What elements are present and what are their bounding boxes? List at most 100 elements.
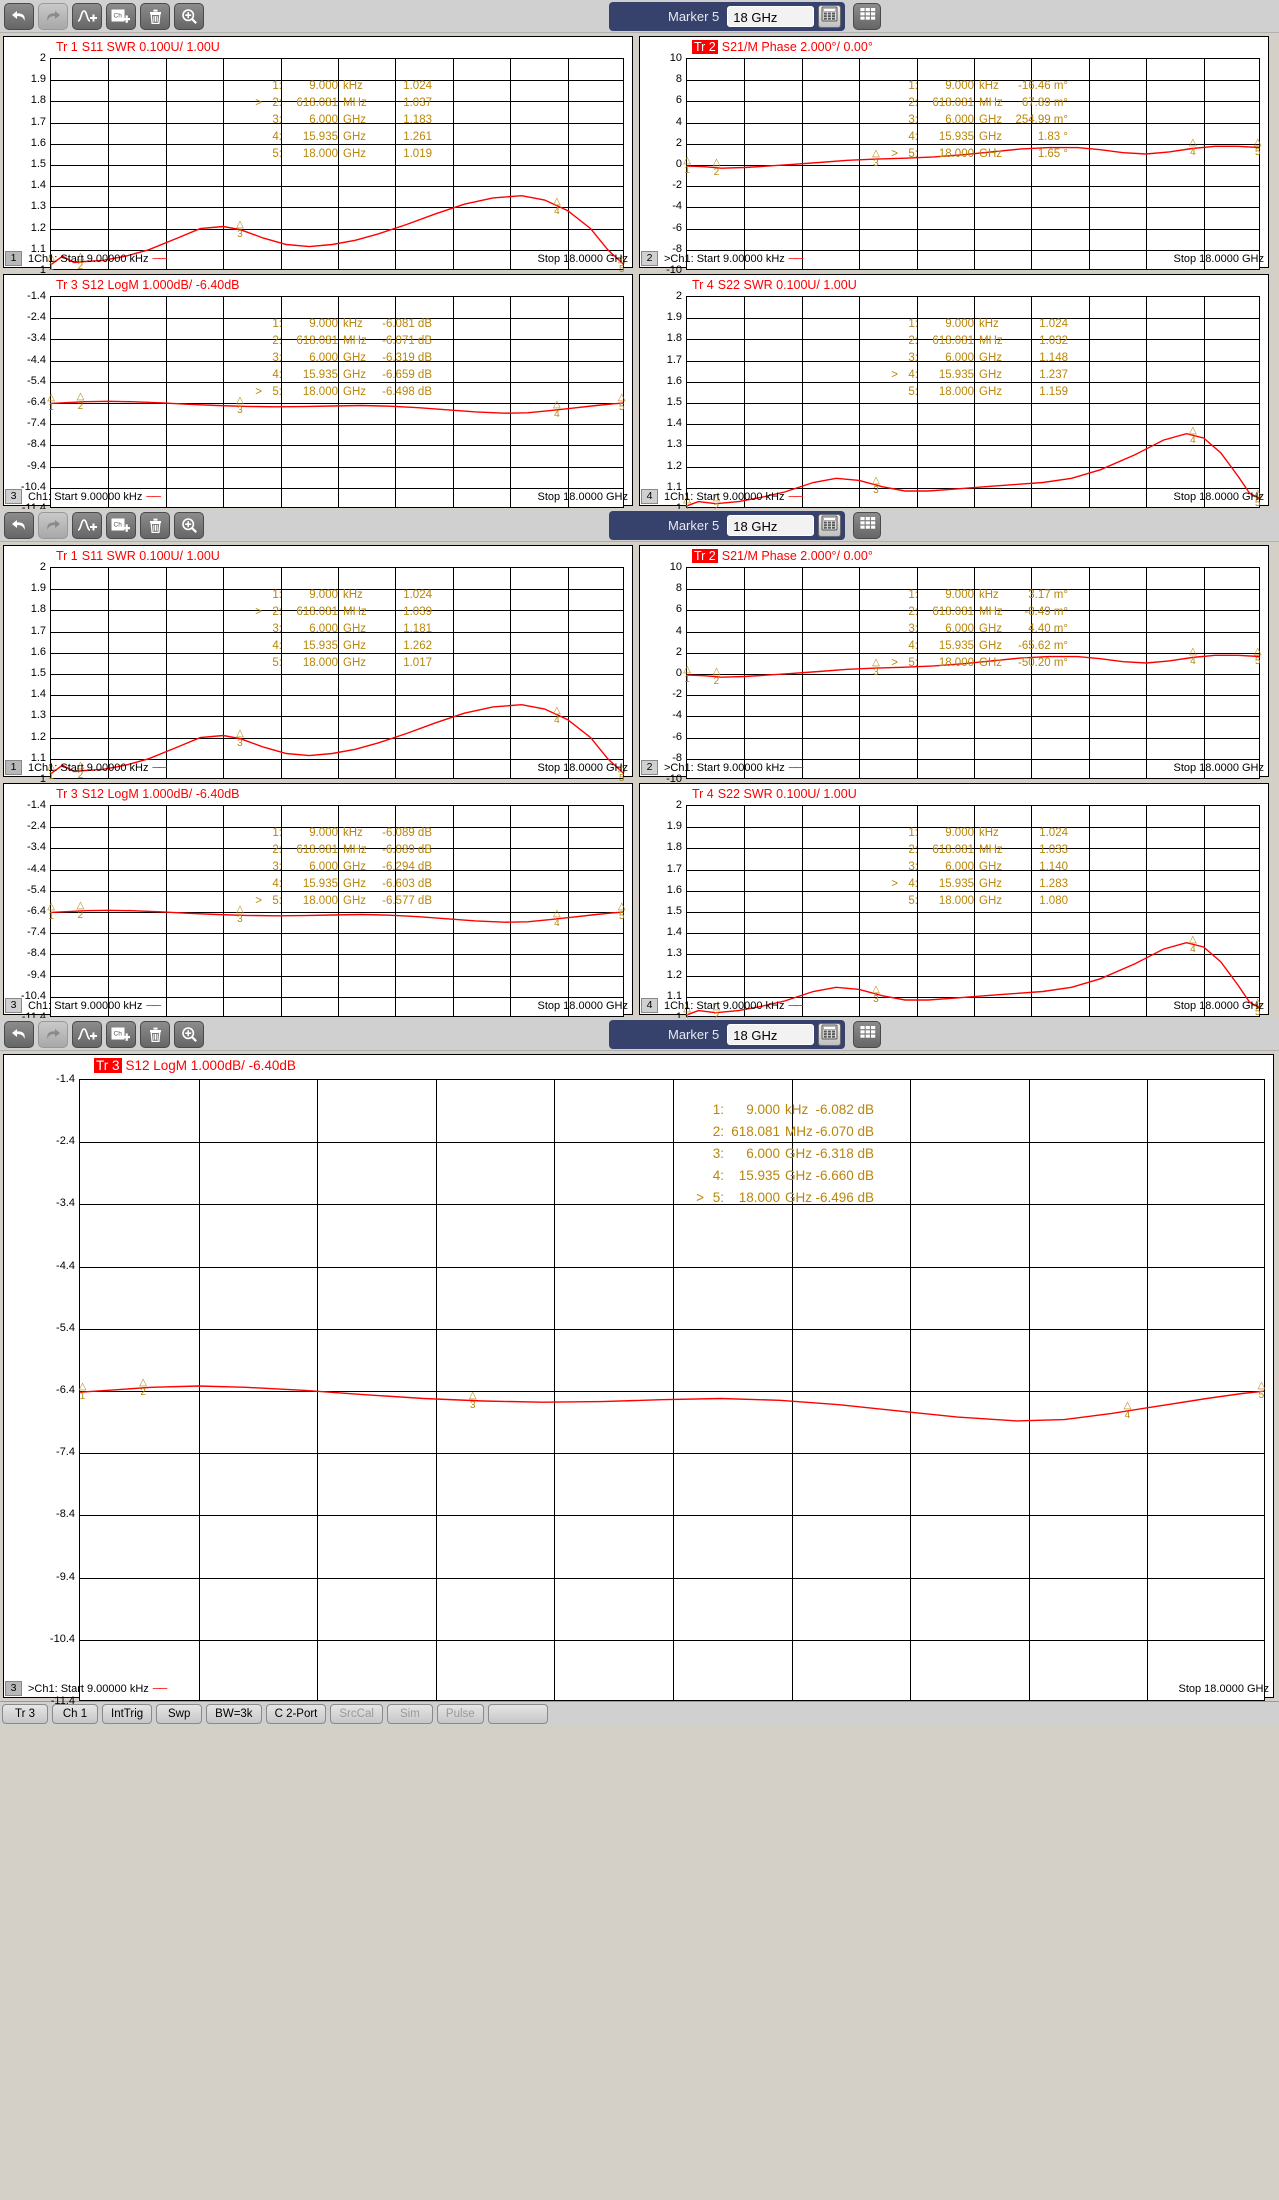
marker-row[interactable]: 1: 9.000 kHz -6.089 dB (252, 825, 432, 842)
panel-number[interactable]: 1 (5, 760, 22, 775)
marker-row[interactable]: >4: 15.935 GHz 1.237 (888, 367, 1068, 384)
marker-row[interactable]: 2: 618.081 MHz 1.032 (888, 333, 1068, 350)
trace-marker[interactable]: △ 4 (553, 196, 561, 217)
marker-row[interactable]: 1: 9.000 kHz 1.024 (252, 587, 432, 604)
trace-marker[interactable]: △ 2 (713, 666, 721, 687)
marker-row[interactable]: 1: 9.000 kHz 1.024 (888, 825, 1068, 842)
trace-number-badge[interactable]: Tr 4 (692, 278, 714, 292)
trace-number-badge[interactable]: Tr 3 (56, 278, 78, 292)
status-sweep[interactable]: Swp (156, 1703, 203, 1724)
trace-number-badge[interactable]: Tr 2 (692, 40, 718, 54)
status-blank[interactable] (487, 1703, 548, 1724)
trace-panel[interactable]: Tr 1 S11 SWR 0.100U/ 1.00U 2 1.9 1.8 1.7 1.6 1… (3, 545, 633, 785)
trace-marker[interactable]: △ 3 (872, 658, 880, 678)
marker-row[interactable]: 4: 15.935 GHz 1.262 (252, 638, 432, 655)
marker-row[interactable]: >5: 18.000 GHz -6.496 dB (694, 1187, 874, 1209)
trace-marker[interactable]: △ 5 (618, 902, 626, 922)
trace-marker[interactable]: △ 1 (47, 902, 55, 922)
marker-row[interactable]: >5: 18.000 GHz 1.65 ° (888, 146, 1068, 163)
marker-value-input[interactable]: 18 GHz (727, 1024, 814, 1045)
trace-marker[interactable]: △ 3 (236, 729, 244, 749)
marker-row[interactable]: 5: 18.000 GHz 1.080 (888, 893, 1068, 910)
marker-row[interactable]: 1: 9.000 kHz -6.082 dB (694, 1099, 874, 1121)
zoom-button[interactable] (174, 2, 204, 30)
undo-button[interactable] (4, 511, 34, 539)
trace-number-badge[interactable]: Tr 1 (56, 40, 78, 54)
redo-button[interactable] (38, 2, 68, 30)
trace-number-badge[interactable]: Tr 2 (692, 549, 718, 563)
trace-marker[interactable]: △ 4 (553, 705, 561, 726)
zoom-button[interactable] (174, 511, 204, 539)
redo-button[interactable] (38, 1020, 68, 1048)
trace-marker[interactable]: △ 3 (469, 1390, 477, 1411)
status-bandwidth[interactable]: BW=3k (206, 1703, 262, 1724)
trace-marker[interactable]: △ 1 (683, 665, 691, 685)
trace-marker[interactable]: △ 1 (47, 252, 55, 273)
trace-number-badge[interactable]: Tr 1 (56, 549, 78, 563)
add-channel-button[interactable]: Ch (106, 1020, 136, 1048)
trace-panel[interactable]: Tr 3 S12 LogM 1.000dB/ -6.40dB -1.4 -2.4 -3… (3, 274, 633, 514)
marker-row[interactable]: 1: 9.000 kHz 1.024 (252, 78, 432, 95)
layout-button[interactable] (853, 3, 881, 30)
zoom-button[interactable] (174, 1020, 204, 1048)
marker-row[interactable]: 1: 9.000 kHz -16.46 m° (888, 78, 1068, 95)
trace-marker[interactable]: △ 4 (553, 908, 561, 929)
trace-marker[interactable]: △ 4 (1189, 425, 1197, 446)
layout-button[interactable] (853, 1021, 881, 1048)
trace-marker[interactable]: △ 3 (872, 475, 880, 496)
marker-row[interactable]: 2: 618.081 MHz -6.089 dB (252, 842, 432, 859)
panel-number[interactable]: 2 (641, 760, 658, 775)
marker-row[interactable]: 4: 15.935 GHz -6.660 dB (694, 1165, 874, 1187)
trace-marker[interactable]: △ 5 (1258, 1381, 1266, 1401)
marker-row[interactable]: >2: 618.081 MHz 1.039 (252, 604, 432, 621)
status-pulse[interactable]: Pulse (436, 1703, 484, 1724)
trace-panel[interactable]: Tr 4 S22 SWR 0.100U/ 1.00U 2 1.9 1.8 1.7 1.6 1… (639, 783, 1269, 1024)
marker-row[interactable]: 3: 6.000 GHz -6.294 dB (252, 859, 432, 876)
trace-marker[interactable]: △ 2 (139, 1377, 147, 1398)
trace-marker[interactable]: △ 4 (1124, 1400, 1132, 1421)
trace-marker[interactable]: △ 3 (872, 149, 880, 169)
marker-row[interactable]: 2: 618.081 MHz -8.49 m° (888, 604, 1068, 621)
panel-number[interactable]: 3 (5, 489, 22, 504)
add-trace-button[interactable] (72, 1020, 102, 1048)
marker-row[interactable]: >4: 15.935 GHz 1.283 (888, 876, 1068, 893)
trace-marker[interactable]: △ 3 (872, 984, 880, 1005)
trace-panel[interactable]: Tr 3 S12 LogM 1.000dB/ -6.40dB -1.4 -2.4 -3… (3, 783, 633, 1023)
trace-marker[interactable]: △ 5 (1254, 488, 1262, 509)
marker-row[interactable]: 3: 6.000 GHz 1.140 (888, 859, 1068, 876)
trace-panel[interactable]: Tr 2 S21/M Phase 2.000°/ 0.00° 10 8 6 4 2 0 -2 -… (639, 36, 1269, 276)
trace-marker[interactable]: △ 5 (618, 254, 626, 275)
marker-row[interactable]: 3: 6.000 GHz -6.318 dB (694, 1143, 874, 1165)
trace-marker[interactable]: △ 4 (1189, 647, 1197, 667)
trace-marker[interactable]: △ 1 (683, 156, 691, 176)
redo-button[interactable] (38, 511, 68, 539)
marker-row[interactable]: 2: 618.081 MHz 1.033 (888, 842, 1068, 859)
keypad-button[interactable] (818, 1023, 841, 1046)
trace-panel[interactable]: Tr 2 S21/M Phase 2.000°/ 0.00° 10 8 6 4 2 0 -2 -… (639, 545, 1269, 785)
marker-row[interactable]: 3: 6.000 GHz 1.183 (252, 112, 432, 129)
marker-row[interactable]: 4: 15.935 GHz -65.62 m° (888, 638, 1068, 655)
trace-marker[interactable]: △ 5 (1254, 646, 1262, 667)
trace-marker[interactable]: △ 5 (618, 763, 626, 784)
trace-marker[interactable]: △ 4 (553, 399, 561, 420)
delete-button[interactable] (140, 2, 170, 30)
trace-marker[interactable]: △ 1 (79, 1381, 87, 1402)
marker-row[interactable]: 1: 9.000 kHz 3.17 m° (888, 587, 1068, 604)
marker-row[interactable]: >5: 18.000 GHz -6.577 dB (252, 893, 432, 910)
marker-row[interactable]: 1: 9.000 kHz -6.081 dB (252, 316, 432, 333)
trace-marker[interactable]: △ 2 (77, 251, 85, 272)
marker-row[interactable]: 4: 15.935 GHz -6.603 dB (252, 876, 432, 893)
marker-row[interactable]: 5: 18.000 GHz 1.017 (252, 655, 432, 672)
trace-marker[interactable]: △ 4 (1189, 138, 1197, 158)
trace-marker[interactable]: △ 2 (713, 157, 721, 178)
marker-row[interactable]: 3: 6.000 GHz -6.319 dB (252, 350, 432, 367)
trace-marker[interactable]: △ 5 (1254, 997, 1262, 1018)
trace-marker[interactable]: △ 2 (713, 1002, 721, 1022)
panel-number[interactable]: 1 (5, 251, 22, 266)
marker-row[interactable]: 4: 15.935 GHz 1.261 (252, 129, 432, 146)
undo-button[interactable] (4, 2, 34, 30)
marker-value-input[interactable]: 18 GHz (727, 515, 814, 536)
marker-row[interactable]: >2: 618.081 MHz 1.037 (252, 95, 432, 112)
keypad-button[interactable] (818, 514, 841, 537)
layout-button[interactable] (853, 512, 881, 539)
